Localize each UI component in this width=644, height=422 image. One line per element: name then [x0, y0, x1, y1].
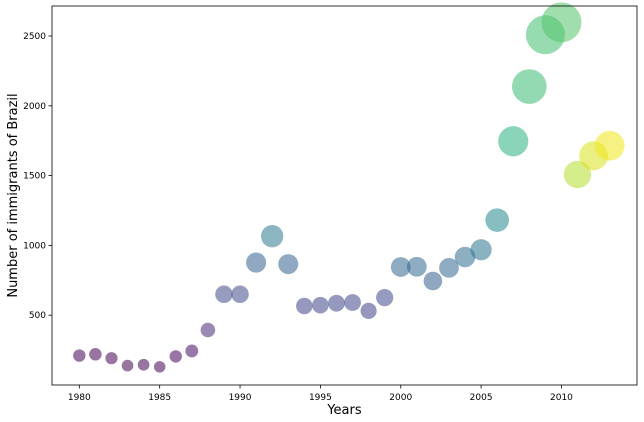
x-axis-label: Years	[326, 403, 362, 418]
data-point	[439, 258, 459, 278]
data-point	[454, 246, 476, 268]
y-axis-ticks: 500 1000 1500 2000 2500	[23, 32, 52, 321]
data-point	[169, 350, 182, 363]
data-point	[470, 239, 492, 261]
data-point	[344, 294, 361, 311]
data-point	[215, 285, 233, 304]
data-point	[423, 271, 443, 291]
data-point	[328, 294, 345, 312]
data-point	[594, 130, 625, 161]
x-axis-ticks: 1980 1985 1990 1995 2000 2005 2010	[68, 385, 573, 403]
data-point	[511, 69, 547, 104]
data-point	[153, 361, 166, 373]
x-tick-label: 2005	[470, 393, 493, 403]
plot-frame	[51, 5, 638, 386]
data-point	[376, 288, 394, 307]
x-tick-label: 1995	[309, 393, 332, 403]
data-point	[312, 296, 329, 314]
x-tick-label: 2000	[389, 393, 412, 403]
data-point	[485, 208, 509, 232]
y-tick-label: 2000	[23, 102, 46, 112]
data-point	[563, 160, 592, 189]
data-point	[200, 322, 216, 338]
data-point	[390, 257, 411, 277]
y-tick-label: 1000	[23, 241, 46, 251]
data-point	[278, 254, 299, 275]
data-point	[137, 358, 150, 371]
x-tick-label: 2010	[550, 393, 573, 403]
data-point	[185, 344, 199, 358]
x-tick-label: 1985	[148, 393, 171, 403]
data-point	[246, 252, 267, 273]
data-point	[261, 225, 284, 248]
data-point	[231, 285, 249, 304]
y-tick-label: 2500	[23, 32, 46, 42]
data-point	[89, 348, 102, 361]
y-tick-label: 500	[29, 311, 46, 321]
y-axis-label: Number of immigrants of Brazil	[6, 93, 21, 297]
data-point	[498, 126, 529, 157]
data-point	[121, 359, 134, 372]
x-tick-label: 1990	[229, 393, 252, 403]
data-point	[105, 352, 118, 365]
data-points	[73, 2, 625, 373]
plot-area	[52, 6, 637, 385]
data-point	[541, 2, 582, 43]
data-point	[73, 349, 86, 362]
y-tick-label: 1500	[23, 172, 46, 182]
data-point	[360, 302, 377, 319]
data-point	[406, 256, 427, 277]
data-point	[296, 297, 313, 315]
x-tick-label: 1980	[68, 393, 91, 403]
